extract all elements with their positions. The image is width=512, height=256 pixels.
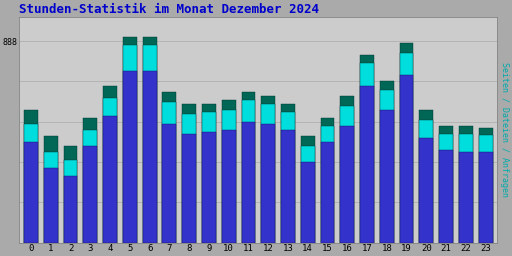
Bar <box>360 55 374 243</box>
Bar <box>419 120 433 243</box>
Bar <box>103 86 117 243</box>
Bar <box>123 71 137 243</box>
Bar <box>202 132 216 243</box>
Bar <box>63 160 77 243</box>
Bar <box>222 110 236 243</box>
Bar <box>261 95 275 243</box>
Bar <box>24 110 38 243</box>
Bar <box>123 37 137 243</box>
Bar <box>321 126 334 243</box>
Bar <box>321 118 334 243</box>
Bar <box>44 168 58 243</box>
Bar <box>380 81 394 243</box>
Bar <box>242 122 255 243</box>
Bar <box>162 92 176 243</box>
Bar <box>360 63 374 243</box>
Bar <box>281 112 295 243</box>
Bar <box>399 43 414 243</box>
Bar <box>399 53 414 243</box>
Bar <box>123 45 137 243</box>
Bar <box>242 100 255 243</box>
Bar <box>340 106 354 243</box>
Bar <box>83 146 97 243</box>
Bar <box>261 124 275 243</box>
Bar <box>143 37 157 243</box>
Bar <box>182 134 196 243</box>
Bar <box>439 150 453 243</box>
Bar <box>399 76 414 243</box>
Bar <box>143 71 157 243</box>
Bar <box>103 98 117 243</box>
Bar <box>479 128 493 243</box>
Bar <box>301 162 315 243</box>
Bar <box>202 112 216 243</box>
Bar <box>360 86 374 243</box>
Bar <box>222 130 236 243</box>
Bar <box>419 138 433 243</box>
Bar <box>222 100 236 243</box>
Bar <box>162 102 176 243</box>
Bar <box>419 110 433 243</box>
Bar <box>103 116 117 243</box>
Bar <box>439 126 453 243</box>
Bar <box>83 118 97 243</box>
Bar <box>459 134 473 243</box>
Bar <box>242 92 255 243</box>
Bar <box>321 142 334 243</box>
Y-axis label: Seiten / Dateien / Anfragen: Seiten / Dateien / Anfragen <box>500 62 509 197</box>
Bar <box>281 130 295 243</box>
Bar <box>182 104 196 243</box>
Bar <box>281 104 295 243</box>
Bar <box>380 90 394 243</box>
Bar <box>44 136 58 243</box>
Bar <box>340 126 354 243</box>
Bar <box>459 152 473 243</box>
Bar <box>459 126 473 243</box>
Bar <box>63 146 77 243</box>
Bar <box>143 45 157 243</box>
Bar <box>83 130 97 243</box>
Bar <box>202 104 216 243</box>
Bar <box>301 136 315 243</box>
Bar <box>24 124 38 243</box>
Bar <box>182 114 196 243</box>
Bar <box>24 142 38 243</box>
Bar <box>162 124 176 243</box>
Bar <box>44 152 58 243</box>
Bar <box>301 146 315 243</box>
Bar <box>380 110 394 243</box>
Text: Stunden-Statistik im Monat Dezember 2024: Stunden-Statistik im Monat Dezember 2024 <box>19 3 319 16</box>
Bar <box>340 95 354 243</box>
Bar <box>261 104 275 243</box>
Bar <box>63 176 77 243</box>
Bar <box>479 152 493 243</box>
Bar <box>439 134 453 243</box>
Bar <box>479 135 493 243</box>
